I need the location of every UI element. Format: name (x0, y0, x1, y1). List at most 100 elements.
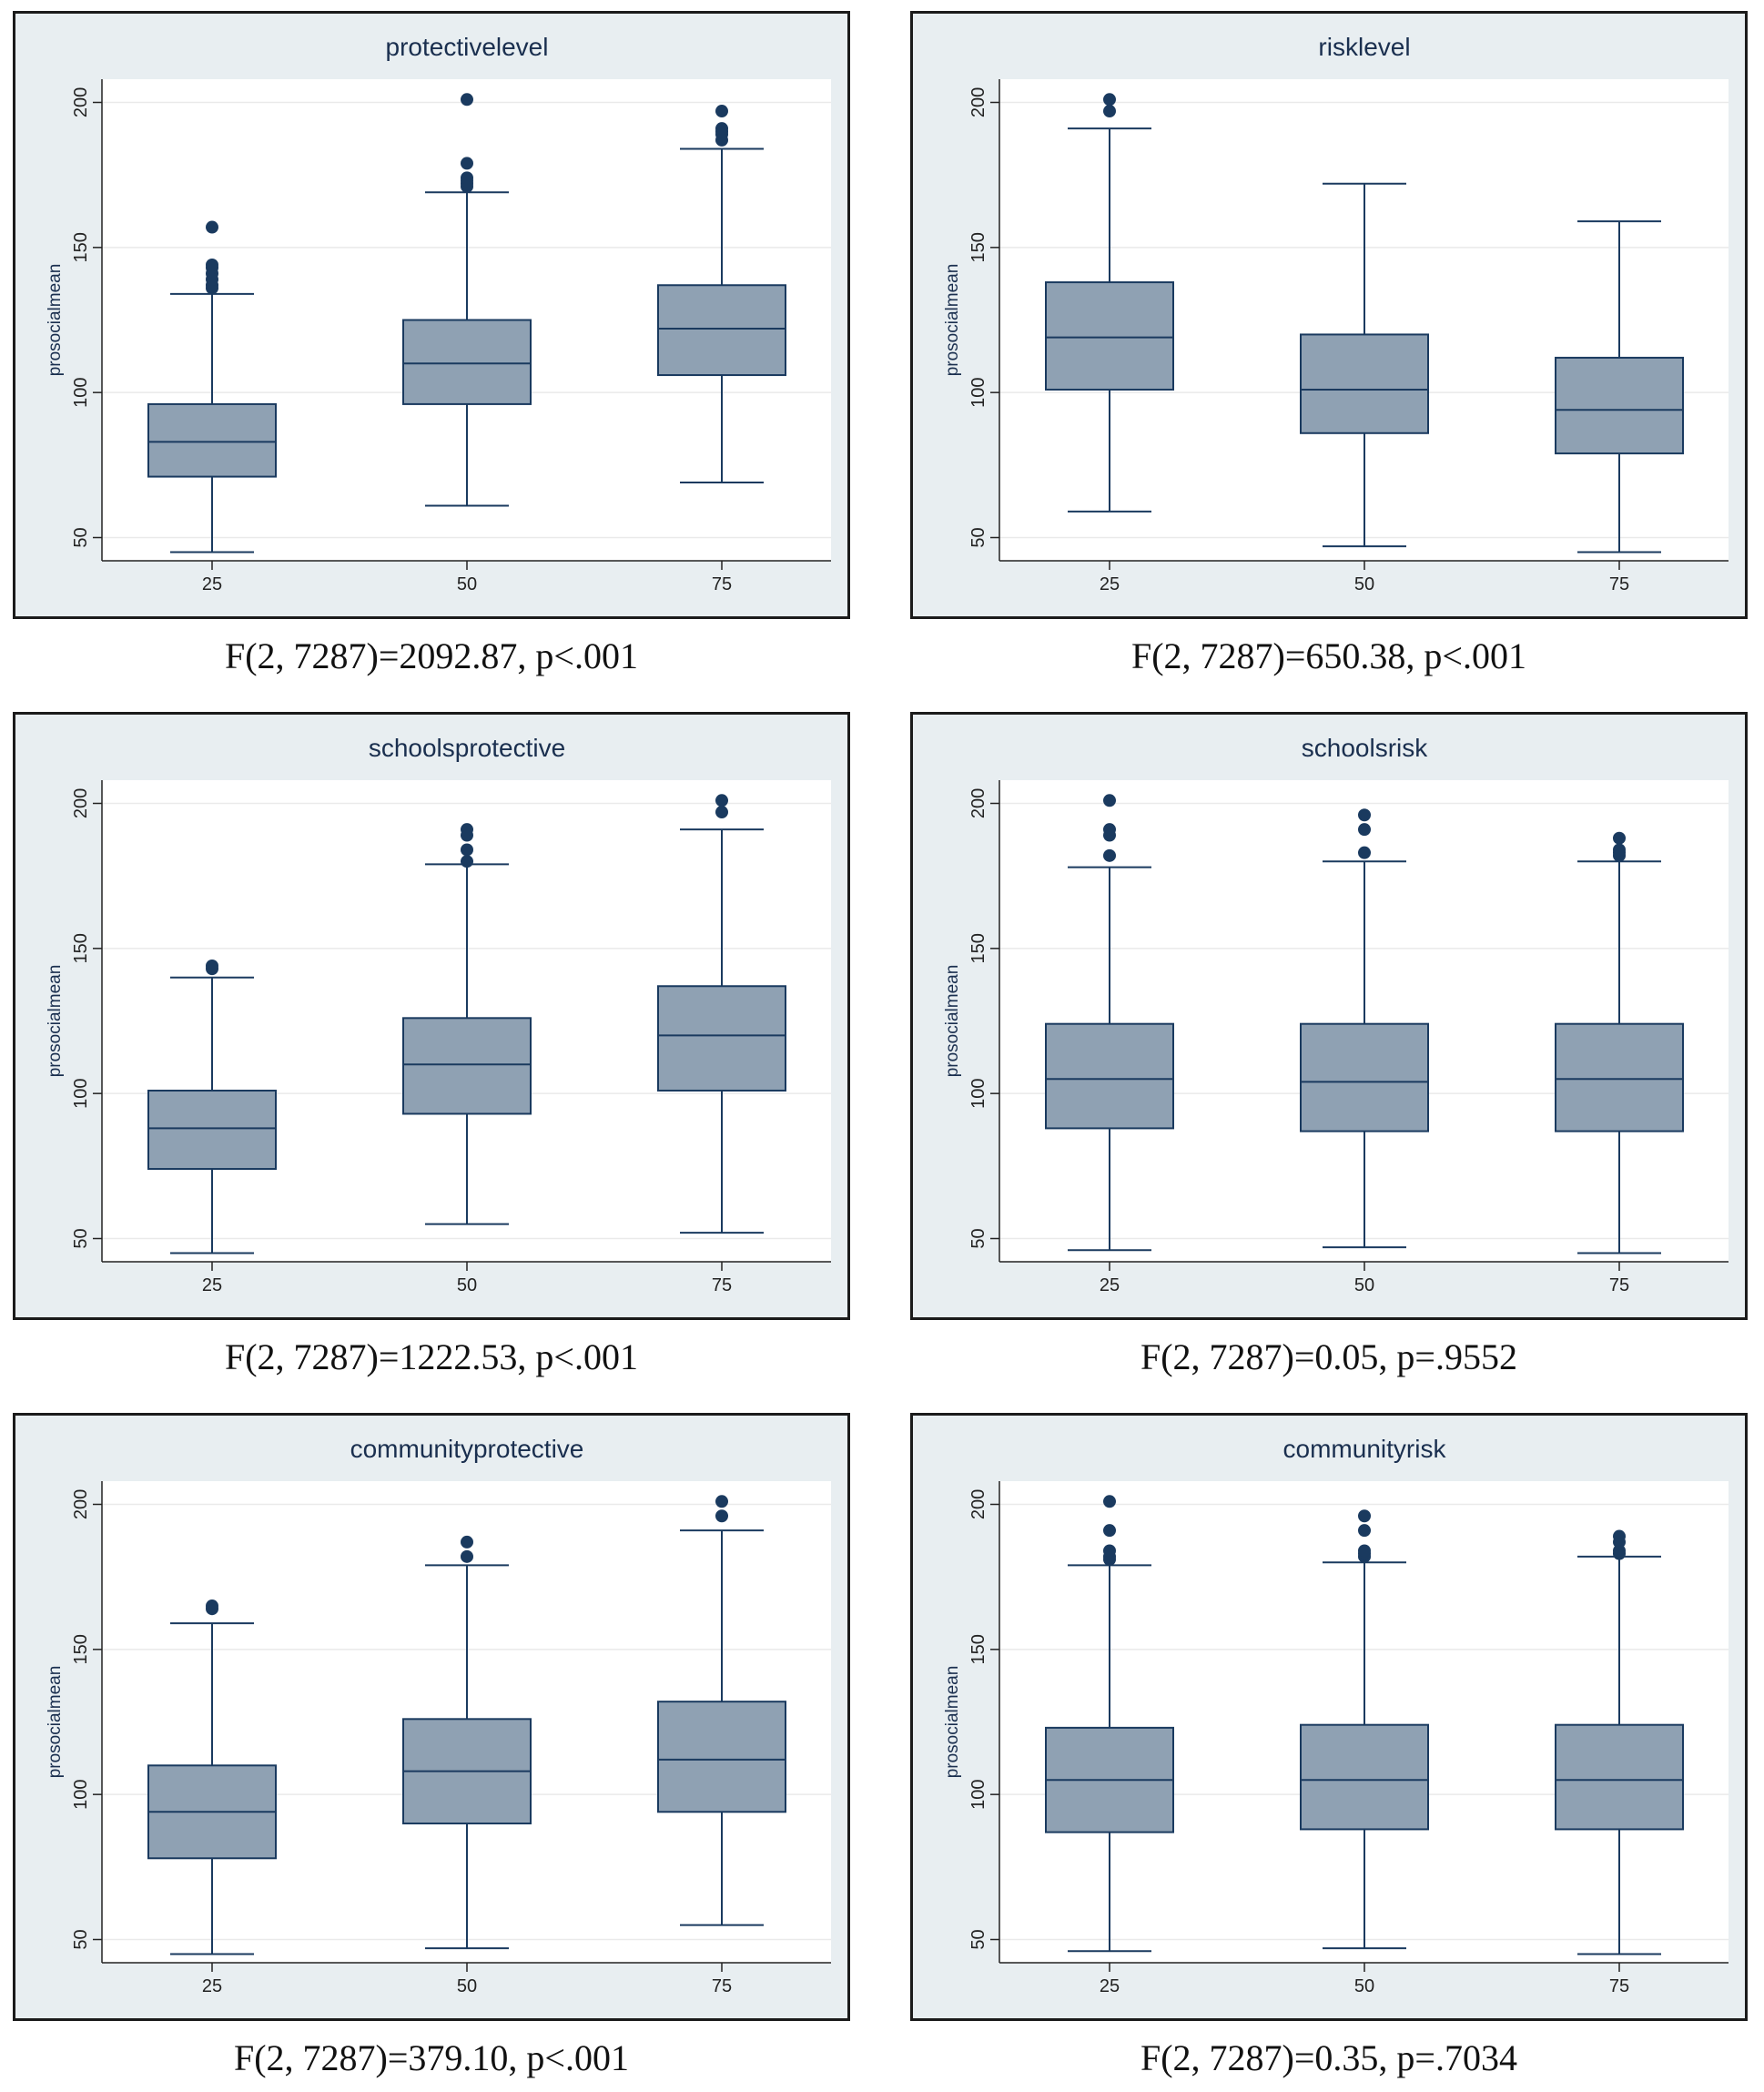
iqr-box (1300, 1022, 1429, 1132)
iqr-box (1555, 356, 1684, 455)
box-plot: protectivelevel prosocialmean 50 100 150 200 2… (46, 33, 831, 594)
outlier-point (715, 794, 728, 807)
outlier-point (461, 843, 473, 857)
iqr-box (657, 284, 786, 377)
outlier-point (461, 855, 473, 868)
anova-caption: F(2, 7287)=0.05, p=.9552 (1140, 1336, 1517, 1377)
outlier-point (715, 1509, 728, 1523)
anova-caption: F(2, 7287)=2092.87, p<.001 (224, 635, 638, 676)
outlier-point (461, 93, 473, 107)
chart-title: schoolsrisk (1302, 734, 1428, 762)
box-group-75 (1555, 220, 1684, 553)
anova-caption: F(2, 7287)=0.35, p=.7034 (1140, 2037, 1517, 2078)
y-tick-label: 200 (968, 1489, 988, 1519)
x-tick-label: 25 (1100, 1976, 1120, 1996)
x-tick-label: 25 (1100, 1275, 1120, 1295)
outlier-point (1613, 843, 1626, 857)
outlier-point (206, 258, 218, 271)
box-group-25 (147, 220, 277, 553)
iqr-box (147, 1089, 277, 1171)
y-axis-label: prosocialmean (46, 1666, 65, 1779)
y-tick-label: 150 (71, 232, 91, 262)
outlier-point (206, 220, 218, 234)
y-axis-label: prosocialmean (943, 264, 962, 377)
outlier-point (1103, 794, 1116, 807)
box-group-75 (1555, 1529, 1684, 1955)
outlier-point (1613, 1529, 1626, 1543)
iqr-box (657, 1701, 786, 1813)
y-tick-label: 100 (968, 1779, 988, 1809)
chart-title: communityrisk (1283, 1435, 1447, 1463)
box-plot: schoolsrisk prosocialmean 50 100 150 200 25 50 7… (943, 734, 1729, 1295)
y-axis-label: prosocialmean (943, 965, 962, 1078)
y-tick-label: 150 (968, 1634, 988, 1664)
chart-title: risklevel (1318, 33, 1410, 61)
y-tick-label: 150 (71, 1634, 91, 1664)
iqr-box (147, 402, 277, 478)
chart-title: schoolsprotective (369, 734, 565, 762)
y-axis-label: prosocialmean (46, 965, 65, 1078)
box-group-75 (1555, 831, 1684, 1254)
x-tick-label: 75 (1609, 1275, 1629, 1295)
box-plot: schoolsprotective prosocialmean 50 100 150 20… (46, 734, 831, 1295)
y-tick-label: 200 (71, 1489, 91, 1519)
y-axis-label: prosocialmean (46, 264, 65, 377)
box-group-25 (1045, 794, 1174, 1252)
x-tick-label: 50 (1354, 1275, 1374, 1295)
x-tick-label: 75 (712, 574, 732, 594)
box-group-75 (657, 794, 786, 1234)
chart-title: communityprotective (350, 1435, 584, 1463)
x-tick-label: 25 (202, 1275, 222, 1295)
outlier-point (461, 1535, 473, 1549)
x-tick-label: 75 (1609, 574, 1629, 594)
outlier-point (1103, 1495, 1116, 1508)
box-group-50 (402, 1535, 532, 1950)
chart-panel-schoolsrisk: schoolsrisk prosocialmean 50 100 150 200 25 50 7… (910, 712, 1748, 1320)
outlier-point (715, 105, 728, 118)
outlier-point (1103, 823, 1116, 837)
outlier-point (1358, 846, 1371, 859)
chart-panel-communityrisk: communityrisk prosocialmean 50 100 150 200 25 5… (910, 1413, 1748, 2021)
iqr-box (402, 1017, 532, 1115)
y-tick-label: 200 (968, 87, 988, 117)
box-group-50 (402, 823, 532, 1225)
box-group-50 (1300, 1509, 1429, 1950)
y-tick-label: 50 (71, 527, 91, 547)
box-plot: risklevel prosocialmean 50 100 150 200 25 50 75 (943, 33, 1729, 594)
iqr-box (1045, 1022, 1174, 1130)
x-tick-label: 75 (1609, 1976, 1629, 1996)
iqr-box (1300, 333, 1429, 434)
box-group-50 (1300, 808, 1429, 1249)
y-tick-label: 200 (968, 788, 988, 818)
iqr-box (1555, 1022, 1684, 1132)
iqr-box (402, 319, 532, 405)
y-tick-label: 100 (71, 1078, 91, 1108)
box-group-50 (402, 93, 532, 507)
x-tick-label: 75 (712, 1976, 732, 1996)
outlier-point (1103, 1524, 1116, 1538)
outlier-point (1358, 808, 1371, 822)
x-tick-label: 50 (1354, 574, 1374, 594)
y-tick-label: 100 (968, 1078, 988, 1108)
iqr-box (1300, 1723, 1429, 1831)
y-axis-label: prosocialmean (943, 1666, 962, 1779)
outlier-point (206, 1599, 218, 1613)
outlier-point (461, 171, 473, 185)
chart-panel-risklevel: risklevel prosocialmean 50 100 150 200 25 50 75 (910, 11, 1748, 619)
y-tick-label: 50 (968, 1228, 988, 1248)
outlier-point (461, 157, 473, 170)
y-tick-label: 50 (71, 1929, 91, 1949)
outlier-point (1103, 848, 1116, 862)
box-group-50 (1300, 182, 1429, 548)
box-group-25 (147, 1599, 277, 1955)
outlier-point (1358, 1509, 1371, 1523)
y-tick-label: 100 (71, 1779, 91, 1809)
outlier-point (1103, 1544, 1116, 1558)
y-tick-label: 150 (968, 933, 988, 963)
outlier-point (1358, 1524, 1371, 1538)
y-tick-label: 50 (968, 527, 988, 547)
x-tick-label: 50 (457, 1275, 477, 1295)
y-tick-label: 50 (968, 1929, 988, 1949)
outlier-point (1358, 823, 1371, 837)
